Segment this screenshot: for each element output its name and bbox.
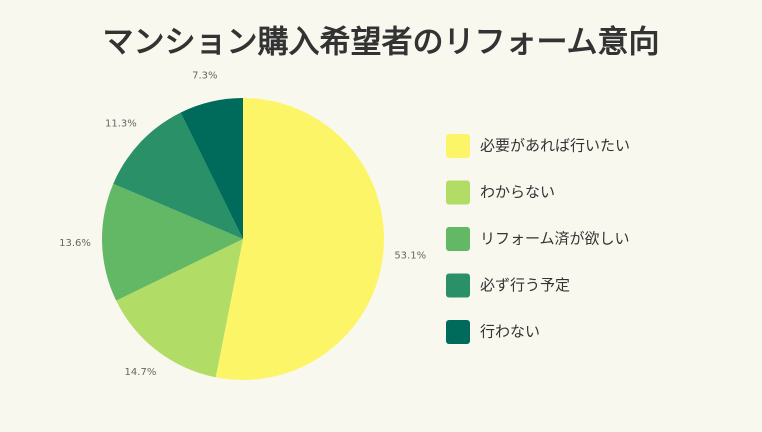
pie-slice (113, 112, 243, 239)
value-label: 53.1% (394, 250, 426, 261)
legend-label: 必要があれば行いたい (480, 137, 630, 155)
legend-label: わからない (480, 183, 555, 201)
pie-slice (116, 239, 243, 378)
legend-swatch (446, 134, 470, 158)
legend-label: 必ず行う予定 (480, 276, 570, 294)
value-label: 7.3% (192, 70, 217, 81)
value-label: 13.6% (59, 238, 91, 249)
legend-swatch (446, 320, 470, 344)
chart-title: マンション購入希望者のリフォーム意向 (102, 25, 659, 61)
legend-swatch (446, 180, 470, 205)
value-label: 14.7% (125, 367, 157, 378)
pie-slice (215, 98, 384, 380)
legend-swatch (446, 227, 470, 251)
value-label: 11.3% (105, 119, 137, 130)
legend-label: リフォーム済が欲しい (480, 230, 630, 248)
legend-swatch (446, 273, 470, 298)
pie-slice (180, 98, 243, 239)
legend-label: 行わない (480, 323, 540, 341)
pie-slice (101, 183, 243, 301)
